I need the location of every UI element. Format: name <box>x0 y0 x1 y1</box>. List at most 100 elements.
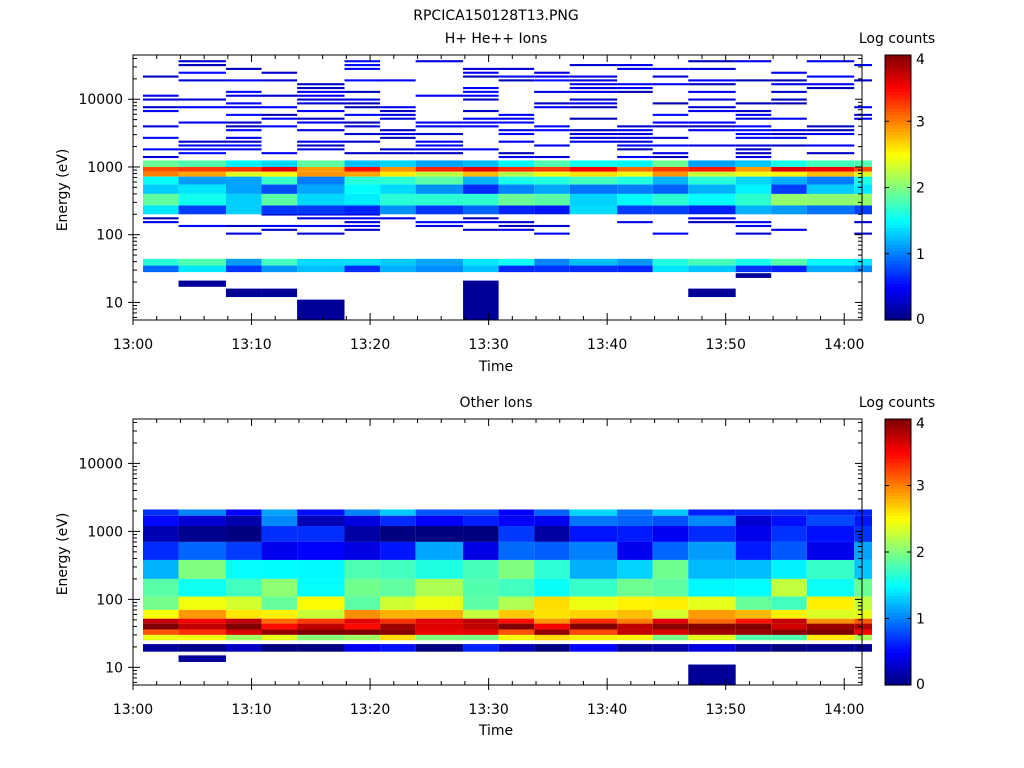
heatmap-cell <box>771 102 807 105</box>
heatmap-cell <box>463 618 499 624</box>
heatmap-cell <box>617 609 653 619</box>
heatmap-cell <box>463 509 499 516</box>
heatmap-cell <box>225 171 262 177</box>
colorbar-tick-label: 3 <box>916 479 925 495</box>
heatmap-cell <box>652 125 689 128</box>
heatmap-cell <box>735 113 772 116</box>
heatmap-cells <box>143 60 872 320</box>
heatmap-cell <box>652 526 689 542</box>
colorbar-step <box>885 81 911 86</box>
heatmap-cell <box>344 526 381 542</box>
heatmap-cell <box>297 541 345 560</box>
heatmap-cell <box>225 265 262 273</box>
heatmap-cell <box>297 160 345 167</box>
heatmap-cell <box>344 113 381 116</box>
heatmap-cell <box>498 526 535 542</box>
heatmap-cell <box>534 541 570 560</box>
colorbar-step <box>885 681 911 686</box>
heatmap-cell <box>415 94 464 97</box>
colorbar-step <box>885 455 911 460</box>
colorbar-step <box>885 64 911 69</box>
heatmap-cell <box>498 140 535 143</box>
heatmap-cell <box>297 559 345 579</box>
heatmap-cell <box>178 176 226 185</box>
heatmap-cell <box>735 541 772 560</box>
heatmap-cell <box>225 623 262 630</box>
heatmap-cell <box>297 129 345 132</box>
heatmap-cell <box>854 176 872 185</box>
heatmap-cell <box>617 205 653 215</box>
colorbar-step <box>885 432 911 437</box>
heatmap-cell <box>688 634 736 641</box>
heatmap-cell <box>415 152 464 155</box>
heatmap-cell <box>178 98 226 101</box>
heatmap-cell <box>806 515 855 527</box>
heatmap-cell <box>688 90 736 93</box>
colorbar-step <box>885 552 911 556</box>
colorbar-step <box>885 545 911 550</box>
heatmap-cell <box>225 176 262 185</box>
heatmap-cell <box>617 171 653 177</box>
heatmap-cell <box>569 102 618 105</box>
heatmap-cell <box>178 258 226 266</box>
heatmap-cell <box>297 609 345 619</box>
colorbar-tick-label: 2 <box>916 181 925 197</box>
heatmap-cell <box>569 559 618 579</box>
heatmap-cell <box>380 171 416 177</box>
heatmap-cell <box>569 258 618 266</box>
heatmap-cell <box>297 102 345 105</box>
heatmap-cell <box>806 596 855 610</box>
heatmap-cell <box>297 90 345 93</box>
heatmap-cell <box>143 634 179 641</box>
heatmap-cell <box>498 129 535 132</box>
heatmap-cell <box>463 160 499 167</box>
heatmap-cell <box>415 509 464 516</box>
heatmap-cell <box>688 79 736 82</box>
colorbar-step <box>885 498 911 503</box>
heatmap-cell <box>688 509 736 516</box>
heatmap-cell <box>344 79 381 82</box>
colorbar-step <box>885 578 911 583</box>
colorbar-step <box>885 286 911 291</box>
colorbar: 0 1 2 3 4 <box>884 52 925 328</box>
heatmap-cell <box>463 94 499 97</box>
colorbar-step <box>885 678 911 683</box>
heatmap-cell <box>380 629 416 635</box>
heatmap-cell <box>261 644 298 652</box>
colorbar-step <box>885 280 911 285</box>
heatmap-cell <box>225 509 262 516</box>
colorbar-step <box>885 117 911 122</box>
heatmap-cell <box>297 193 345 206</box>
heatmap-cell <box>617 148 653 151</box>
heatmap-cell <box>344 578 381 597</box>
heatmap-cell <box>297 117 345 120</box>
heatmap-cell <box>178 166 226 172</box>
heatmap-cell <box>688 67 736 70</box>
heatmap-cell <box>415 609 464 619</box>
heatmap-cell <box>854 265 872 273</box>
heatmap-cell <box>569 136 618 139</box>
heatmap-cell <box>534 106 570 109</box>
heatmap-cell <box>735 578 772 597</box>
heatmap-cell <box>225 644 262 652</box>
heatmap-cell <box>771 171 807 177</box>
colorbar-step <box>885 223 911 228</box>
colorbar-step <box>885 58 911 63</box>
heatmap-cell <box>143 509 179 516</box>
heatmap-cell <box>380 515 416 527</box>
heatmap-cell <box>344 121 381 124</box>
colorbar-step <box>885 134 911 139</box>
heatmap-cell <box>735 258 772 266</box>
heatmap-cell <box>688 629 736 635</box>
heatmap-cell <box>652 509 689 516</box>
heatmap-cell <box>806 258 855 266</box>
heatmap-cell <box>569 129 618 132</box>
colorbar-step <box>885 472 911 477</box>
heatmap-cell <box>225 102 262 105</box>
heatmap-cell <box>344 132 381 136</box>
heatmap-cell <box>688 176 736 185</box>
heatmap-cell <box>688 644 736 652</box>
heatmap-cell <box>143 94 179 97</box>
colorbar-step <box>885 478 911 483</box>
